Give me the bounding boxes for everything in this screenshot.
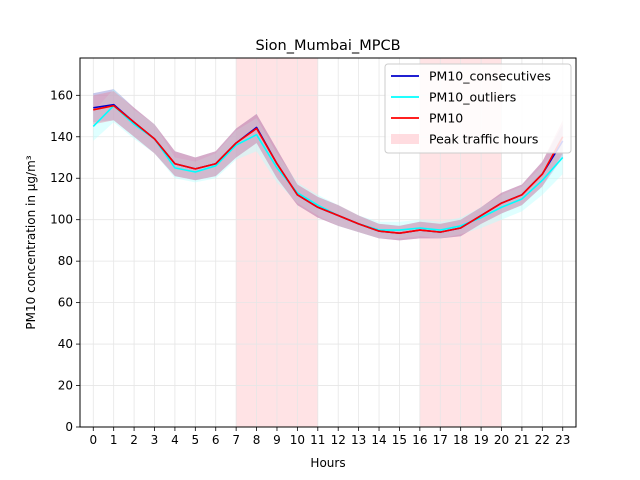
x-tick-label-15: 15 [392, 433, 407, 447]
x-tick-label-19: 19 [473, 433, 488, 447]
legend-swatch-3 [391, 134, 419, 144]
x-tick-label-2: 2 [130, 433, 138, 447]
line-PM10_outliers [92, 104, 564, 231]
x-tick-label-6: 6 [212, 433, 220, 447]
x-tick-label-7: 7 [232, 433, 240, 447]
y-tick-label-3: 60 [58, 296, 73, 310]
y-tick-label-4: 80 [58, 254, 73, 268]
x-tick-label-21: 21 [514, 433, 529, 447]
x-tick-label-14: 14 [371, 433, 386, 447]
y-tick-label-1: 20 [58, 379, 73, 393]
x-tick-label-12: 12 [331, 433, 346, 447]
y-axis-ticks: 0 20 40 60 80 100 120 140 160 [50, 88, 80, 434]
x-tick-label-20: 20 [494, 433, 509, 447]
y-tick-label-5: 100 [50, 213, 73, 227]
y-tick-label-6: 120 [50, 171, 73, 185]
x-tick-label-1: 1 [110, 433, 118, 447]
y-tick-label-2: 40 [58, 337, 73, 351]
x-tick-label-22: 22 [535, 433, 550, 447]
x-axis-label: Hours [310, 456, 345, 470]
x-tick-label-3: 3 [151, 433, 159, 447]
x-tick-label-13: 13 [351, 433, 366, 447]
x-tick-label-18: 18 [453, 433, 468, 447]
legend-label-0: PM10_consecutives [429, 69, 551, 84]
band-PM10_outliers [93, 89, 563, 239]
x-tick-label-0: 0 [89, 433, 97, 447]
legend-label-2: PM10 [429, 111, 463, 126]
x-tick-label-5: 5 [192, 433, 200, 447]
legend-label-3: Peak traffic hours [429, 132, 538, 147]
y-axis-label: PM10 concentration in µg/m³ [24, 155, 38, 329]
legend: PM10_consecutives PM10_outliers PM10 Peak t… [384, 63, 572, 154]
x-tick-label-9: 9 [273, 433, 281, 447]
x-tick-label-17: 17 [433, 433, 448, 447]
legend-box [384, 63, 572, 154]
x-tick-label-8: 8 [253, 433, 261, 447]
chart-title: Sion_Mumbai_MPCB [255, 38, 400, 54]
y-tick-label-8: 160 [50, 88, 73, 102]
x-tick-label-16: 16 [412, 433, 427, 447]
x-axis-ticks: 0 1 2 3 4 5 6 7 8 9 10 11 12 13 14 15 16 17 18 19 20 21 22 23 [89, 427, 570, 447]
legend-label-1: PM10_outliers [429, 90, 516, 105]
x-tick-label-10: 10 [290, 433, 305, 447]
x-tick-label-23: 23 [555, 433, 570, 447]
line-PM10 [93, 104, 564, 234]
series-lines [92, 103, 564, 234]
x-tick-label-11: 11 [310, 433, 325, 447]
y-tick-label-7: 140 [50, 130, 73, 144]
plot-frame [79, 57, 577, 428]
y-tick-label-0: 0 [65, 420, 73, 434]
x-tick-label-4: 4 [171, 433, 179, 447]
